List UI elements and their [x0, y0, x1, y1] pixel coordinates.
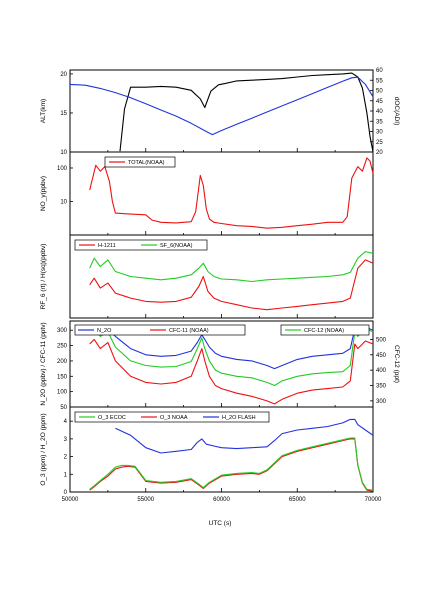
y-tick-label: 250 — [57, 344, 68, 350]
y-tick-label: 100 — [57, 390, 68, 396]
y2-tick-label: 300 — [376, 399, 387, 405]
panel-1: 10 15 20 20 25 30 35 40 45 50 55 60 ALT(km) dOC(ADI) — [40, 68, 400, 156]
y-tick-label: 300 — [57, 328, 68, 334]
y-tick-label: 15 — [60, 111, 67, 117]
y-tick-label: 20 — [60, 72, 67, 78]
y-tick-label: 0 — [64, 490, 68, 496]
series-line — [115, 418, 374, 454]
y2-tick-label: 40 — [376, 109, 383, 115]
legend-box — [280, 324, 370, 336]
series-line — [89, 157, 374, 229]
x-tick-label: 65000 — [289, 497, 306, 503]
y-axis-label: ALT(km) — [40, 99, 47, 123]
legend-box — [74, 411, 270, 423]
y-axis-label: O_3 (ppm) / H_2O (ppm) — [40, 413, 47, 485]
legend-entry: SF_6(NOAA) — [160, 243, 193, 249]
y-tick-label: 2 — [64, 455, 68, 461]
y2-tick-label: 50 — [376, 89, 383, 95]
y2-tick-label: 450 — [376, 353, 387, 359]
legend-entry: TOTAL(NOAA) — [128, 160, 165, 166]
y-tick-label: 150 — [57, 374, 68, 380]
legend: H-1211 SF_6(NOAA) — [74, 239, 208, 251]
series-line — [69, 76, 374, 136]
y-tick-label: 4 — [64, 419, 68, 425]
y2-tick-label: 400 — [376, 368, 387, 374]
series-line — [89, 259, 374, 311]
legend-box — [104, 156, 176, 168]
series-line — [89, 251, 374, 283]
x-tick-label: 70000 — [365, 497, 382, 503]
series-line — [89, 328, 374, 387]
series-line — [119, 72, 374, 153]
y-tick-label: 100 — [57, 166, 68, 172]
y2-axis-label: CFC-12 (ppt) — [393, 345, 400, 383]
legend-entry: O_3 NOAA — [160, 415, 188, 421]
series-line — [89, 437, 374, 491]
legend-entry: H_2O FLASH — [222, 415, 256, 421]
y-tick-label: 200 — [57, 359, 68, 365]
x-tick-label: 55000 — [137, 497, 154, 503]
y-tick-label: 3 — [64, 437, 68, 443]
y-tick-label: 50 — [60, 405, 67, 411]
legend-entry: CFC-11 (NOAA) — [169, 328, 209, 334]
y-axis-label: NO_y(ppbv) — [40, 176, 47, 211]
x-axis-label: UTC (s) — [209, 520, 232, 527]
series-line — [89, 326, 374, 370]
legend: TOTAL(NOAA) — [104, 156, 176, 168]
y2-tick-label: 350 — [376, 384, 387, 390]
legend-entry: O_3 ECOC — [98, 415, 126, 421]
legend-entry: H-1211 — [98, 243, 116, 249]
y2-tick-label: 35 — [376, 119, 383, 125]
y2-tick-label: 20 — [376, 150, 383, 156]
x-tick-label: 60000 — [213, 497, 230, 503]
y2-axis-label: dOC(ADI) — [393, 97, 400, 126]
y-axis-label: RF_6 (rt) / H(sq)(ppbv) — [40, 244, 47, 310]
series-line — [89, 438, 374, 492]
y2-tick-label: 60 — [376, 68, 383, 74]
legend: O_3 ECOC O_3 NOAA H_2O FLASH — [74, 411, 270, 423]
y-tick-label: 10 — [60, 199, 67, 205]
legend-entry: N_2O — [97, 328, 112, 334]
panel-3: RF_6 (rt) / H(sq)(ppbv) H-1211 SF_6(NOAA) — [40, 234, 374, 319]
y2-tick-label: 25 — [376, 140, 383, 146]
y2-tick-label: 55 — [376, 78, 383, 84]
y2-tick-label: 30 — [376, 130, 383, 136]
panel-4: 50 100 150 200 250 300 300 350 400 450 500 N_2O (pp… — [40, 320, 400, 411]
y2-tick-label: 45 — [376, 99, 383, 105]
y-tick-label: 1 — [64, 472, 68, 478]
panel-5: 0 1 2 3 4 O_3 (ppm) / H_2O (ppm) 50000 55000 600… — [40, 406, 382, 503]
legend-entry: CFC-12 (NOAA) — [304, 328, 344, 334]
panel-2: 10 100 NO_y(ppbv) TOTAL(NOAA) — [40, 151, 374, 236]
panel-frame — [69, 69, 374, 153]
legend: N_2O CFC-11 (NOAA) CFC-12 (NOAA) — [74, 324, 370, 336]
y-axis-label: N_2O (ppbv) / CFC-11 (pptv) — [40, 322, 47, 405]
series-line — [89, 338, 374, 405]
x-tick-label: 50000 — [62, 497, 79, 503]
y-tick-label: 10 — [60, 150, 67, 156]
y2-tick-label: 500 — [376, 337, 387, 343]
